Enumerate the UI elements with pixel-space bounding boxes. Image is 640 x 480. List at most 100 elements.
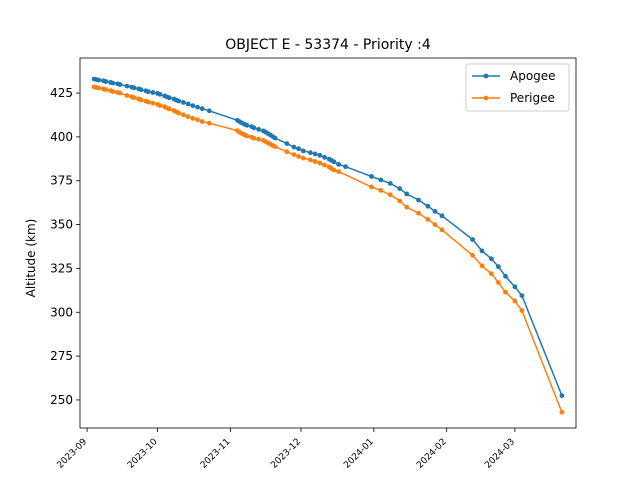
data-point-apogee — [199, 106, 205, 112]
data-point-apogee — [110, 80, 116, 86]
data-point-perigee — [251, 135, 257, 141]
data-point-apogee — [131, 85, 137, 91]
data-point-apogee — [503, 273, 508, 279]
data-point-apogee — [296, 146, 301, 152]
data-point-perigee — [284, 149, 290, 155]
data-point-perigee — [291, 152, 297, 158]
data-point-perigee — [308, 157, 313, 163]
data-point-perigee — [256, 136, 262, 142]
data-point-apogee — [378, 177, 384, 183]
data-point-apogee — [124, 83, 130, 89]
data-point-perigee — [110, 89, 116, 94]
data-point-apogee — [117, 82, 123, 87]
y-tick-label: 325 — [50, 261, 73, 275]
data-point-apogee — [145, 89, 151, 95]
data-point-perigee — [181, 112, 186, 118]
data-point-apogee — [416, 197, 421, 203]
data-point-apogee — [181, 100, 186, 105]
data-point-apogee — [284, 141, 290, 147]
data-point-apogee — [317, 152, 323, 158]
data-point-perigee — [312, 159, 318, 164]
data-point-apogee — [291, 144, 297, 150]
y-tick-label: 425 — [50, 86, 73, 100]
data-point-perigee — [150, 100, 156, 106]
data-point-apogee — [190, 103, 196, 109]
data-point-apogee — [432, 209, 438, 214]
data-point-apogee — [308, 150, 313, 156]
data-point-perigee — [166, 106, 172, 112]
data-point-perigee — [190, 115, 196, 121]
legend-label-apogee: Apogee — [510, 69, 556, 83]
data-point-perigee — [559, 409, 565, 415]
data-point-apogee — [103, 79, 109, 84]
data-point-apogee — [138, 87, 144, 93]
data-point-perigee — [272, 144, 278, 150]
data-point-apogee — [157, 91, 163, 97]
y-axis: 250 275 300 325 350 375 400 425 — [50, 86, 80, 407]
data-point-perigee — [96, 85, 102, 91]
data-point-perigee — [124, 93, 130, 98]
chart-title: OBJECT E - 53374 - Priority :4 — [225, 37, 431, 53]
data-point-perigee — [512, 298, 518, 304]
data-point-apogee — [300, 148, 306, 154]
data-point-perigee — [416, 210, 421, 216]
y-tick-label: 275 — [50, 349, 73, 363]
data-point-apogee — [489, 256, 494, 262]
data-point-perigee — [503, 289, 508, 295]
data-point-apogee — [166, 95, 172, 101]
y-tick-label: 250 — [50, 393, 73, 407]
data-point-perigee — [432, 222, 438, 228]
y-tick-label: 400 — [50, 130, 73, 144]
data-point-apogee — [343, 164, 348, 170]
y-tick-label: 375 — [50, 174, 73, 188]
data-point-perigee — [397, 198, 403, 204]
data-point-apogee — [439, 213, 445, 219]
data-point-apogee — [322, 154, 327, 160]
plot-frame — [79, 57, 577, 429]
data-point-perigee — [185, 114, 191, 120]
data-point-perigee — [387, 192, 393, 198]
data-point-apogee — [404, 191, 410, 197]
data-point-perigee — [496, 280, 501, 285]
data-point-apogee — [251, 125, 257, 131]
data-point-perigee — [176, 110, 182, 116]
data-point-apogee — [425, 203, 431, 209]
data-point-apogee — [369, 174, 374, 179]
data-point-apogee — [195, 104, 200, 110]
data-point-perigee — [157, 103, 163, 108]
data-point-perigee — [369, 184, 374, 190]
data-point-perigee — [195, 117, 200, 123]
series-layer — [91, 76, 565, 415]
data-point-perigee — [425, 216, 431, 222]
data-point-perigee — [117, 90, 123, 96]
data-point-apogee — [470, 237, 475, 242]
data-point-perigee — [206, 120, 212, 126]
data-point-apogee — [176, 98, 182, 104]
data-point-apogee — [397, 186, 403, 192]
data-point-perigee — [331, 167, 337, 173]
data-point-apogee — [185, 101, 191, 107]
legend-marker-perigee — [483, 95, 489, 101]
data-point-perigee — [199, 119, 205, 124]
legend-label-perigee: Perigee — [510, 91, 555, 105]
data-point-perigee — [317, 160, 323, 166]
data-point-perigee — [470, 252, 475, 258]
data-point-perigee — [404, 204, 410, 210]
y-axis-label: Altitude (km) — [24, 219, 38, 298]
y-tick-label: 300 — [50, 305, 73, 319]
data-point-apogee — [244, 122, 250, 128]
data-point-apogee — [96, 77, 102, 83]
data-point-apogee — [256, 126, 262, 132]
data-point-perigee — [244, 133, 250, 139]
data-point-apogee — [312, 151, 318, 157]
data-point-perigee — [479, 263, 485, 269]
data-point-perigee — [296, 154, 301, 159]
data-point-apogee — [496, 264, 501, 270]
data-point-apogee — [512, 284, 518, 290]
data-point-apogee — [559, 393, 565, 398]
data-point-apogee — [331, 159, 337, 165]
y-tick-label: 350 — [50, 218, 73, 232]
data-point-perigee — [138, 97, 144, 103]
data-point-perigee — [336, 169, 341, 175]
